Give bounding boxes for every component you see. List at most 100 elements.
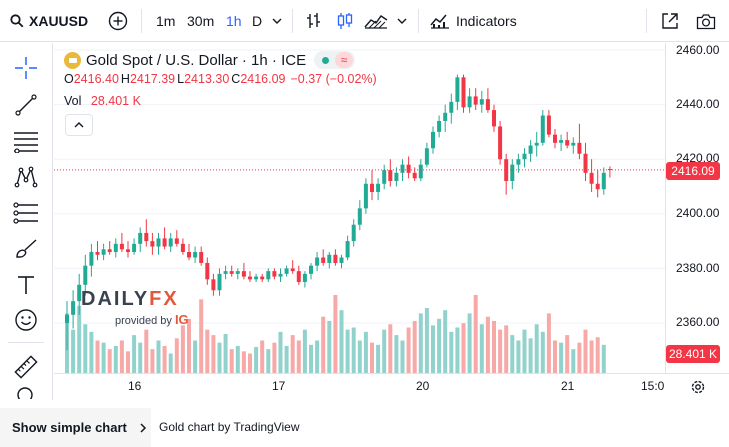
volume-bar — [528, 338, 533, 373]
candle-body — [107, 249, 112, 253]
series-title[interactable]: Gold Spot / U.S. Dollar · 1h · ICE — [86, 51, 307, 69]
emoji-tool[interactable] — [12, 306, 40, 334]
candle-body — [138, 232, 143, 244]
volume-bar — [394, 335, 399, 373]
zoom-tool[interactable] — [12, 385, 40, 399]
candle-body — [473, 96, 478, 105]
price-tick: 2360.00 — [676, 315, 720, 329]
tradingview-credit-link[interactable]: Gold chart by TradingView — [159, 420, 300, 434]
volume-bar — [571, 349, 576, 373]
volume-bar — [211, 335, 216, 373]
snapshot-button[interactable] — [696, 0, 716, 42]
volume-label: Vol — [64, 94, 82, 108]
low-label: L — [177, 72, 185, 86]
candle-body — [278, 273, 283, 277]
volume-bar — [260, 340, 265, 373]
volume-bar — [272, 342, 277, 373]
interval-1m[interactable]: 1m — [156, 13, 176, 29]
chart-pane[interactable] — [54, 43, 665, 373]
fib-retracement-icon — [14, 132, 38, 153]
trendline-tool[interactable] — [12, 91, 40, 119]
candle-body — [351, 224, 356, 242]
market-open-dot-icon — [322, 56, 330, 64]
volume-bar — [467, 313, 472, 373]
volume-bar — [144, 329, 149, 373]
candle-body — [522, 153, 527, 160]
open-external-button[interactable] — [661, 0, 679, 42]
interval-d[interactable]: D — [252, 13, 263, 29]
volume-bar — [577, 342, 582, 373]
open-value: 2416.40 — [73, 72, 119, 86]
collapse-legend-button[interactable] — [65, 114, 93, 136]
price-scale[interactable]: 2460.00 2440.00 2420.00 2400.00 2380.00 … — [665, 43, 729, 373]
interval-1h[interactable]: 1h — [226, 13, 242, 29]
measure-tool[interactable] — [12, 353, 40, 381]
show-simple-chart-button[interactable]: Show simple chart — [0, 408, 151, 447]
volume-bar — [168, 353, 173, 373]
bars-icon — [307, 13, 320, 28]
volume-bar — [266, 349, 271, 373]
volume-bar — [449, 331, 454, 373]
volume-bar — [510, 335, 515, 373]
volume-bar — [71, 329, 76, 373]
price-tick: 2380.00 — [676, 261, 720, 275]
interval-dropdown[interactable] — [271, 0, 283, 42]
text-tool[interactable] — [12, 271, 40, 299]
chevron-down-icon — [397, 18, 407, 24]
crosshair-tool[interactable] — [12, 54, 40, 82]
candle-body — [126, 249, 130, 253]
volume-bar — [302, 329, 307, 373]
candle-body — [449, 101, 454, 113]
candle-body — [461, 77, 466, 108]
candle-body — [553, 134, 557, 143]
candle-body — [595, 183, 600, 190]
chevron-up-icon — [74, 122, 84, 128]
volume-bar — [83, 324, 88, 373]
symbol-search[interactable]: XAUUSD — [10, 0, 88, 42]
last-volume-badge: 28.401 K — [666, 345, 720, 363]
candle-body — [357, 208, 362, 225]
candle-body — [363, 183, 368, 209]
chart-type-dropdown[interactable] — [396, 0, 408, 42]
settings-button[interactable] — [690, 379, 706, 400]
volume-bar — [443, 310, 448, 373]
indicators-button[interactable]: Indicators — [430, 0, 517, 42]
volume-bar — [400, 340, 405, 373]
time-tick: 21 — [561, 379, 575, 393]
volume-bar — [363, 331, 368, 373]
candle-body — [89, 252, 94, 266]
volume-bar — [595, 337, 600, 373]
bars-style-button[interactable] — [306, 0, 322, 42]
volume-bar — [174, 338, 179, 373]
volume-bar — [559, 342, 564, 373]
volume-bar — [437, 318, 442, 373]
prediction-tool[interactable] — [12, 199, 40, 227]
candle-body — [260, 276, 265, 280]
price-tick: 2420.00 — [676, 151, 720, 165]
candle-body — [309, 265, 313, 274]
market-status[interactable]: ≈ — [314, 51, 356, 69]
volume-bar — [589, 340, 594, 373]
volume-bar — [296, 340, 301, 373]
area-style-button[interactable] — [364, 0, 388, 42]
compare-button[interactable] — [108, 0, 128, 42]
dailyfx-logo: DAILYFX provided by IG — [81, 288, 189, 327]
candle-body — [394, 172, 399, 182]
chevron-down-icon — [272, 18, 282, 24]
price-chart[interactable] — [54, 43, 665, 373]
brush-tool[interactable] — [12, 235, 40, 263]
time-scale[interactable]: 16 17 20 21 15:0 — [54, 373, 729, 400]
volume-bar — [565, 335, 570, 373]
fib-tool[interactable] — [12, 127, 40, 155]
volume-bar — [278, 331, 283, 373]
time-tick: 15:0 — [641, 379, 665, 393]
interval-30m[interactable]: 30m — [187, 13, 215, 29]
pattern-tool[interactable] — [12, 163, 40, 191]
gold-icon — [64, 51, 81, 69]
candle-body — [284, 268, 289, 274]
volume-bar — [241, 351, 246, 373]
candles-style-button[interactable] — [336, 0, 354, 42]
candle-body — [345, 241, 350, 258]
candle-body — [248, 276, 252, 280]
open-label: O — [64, 72, 74, 86]
